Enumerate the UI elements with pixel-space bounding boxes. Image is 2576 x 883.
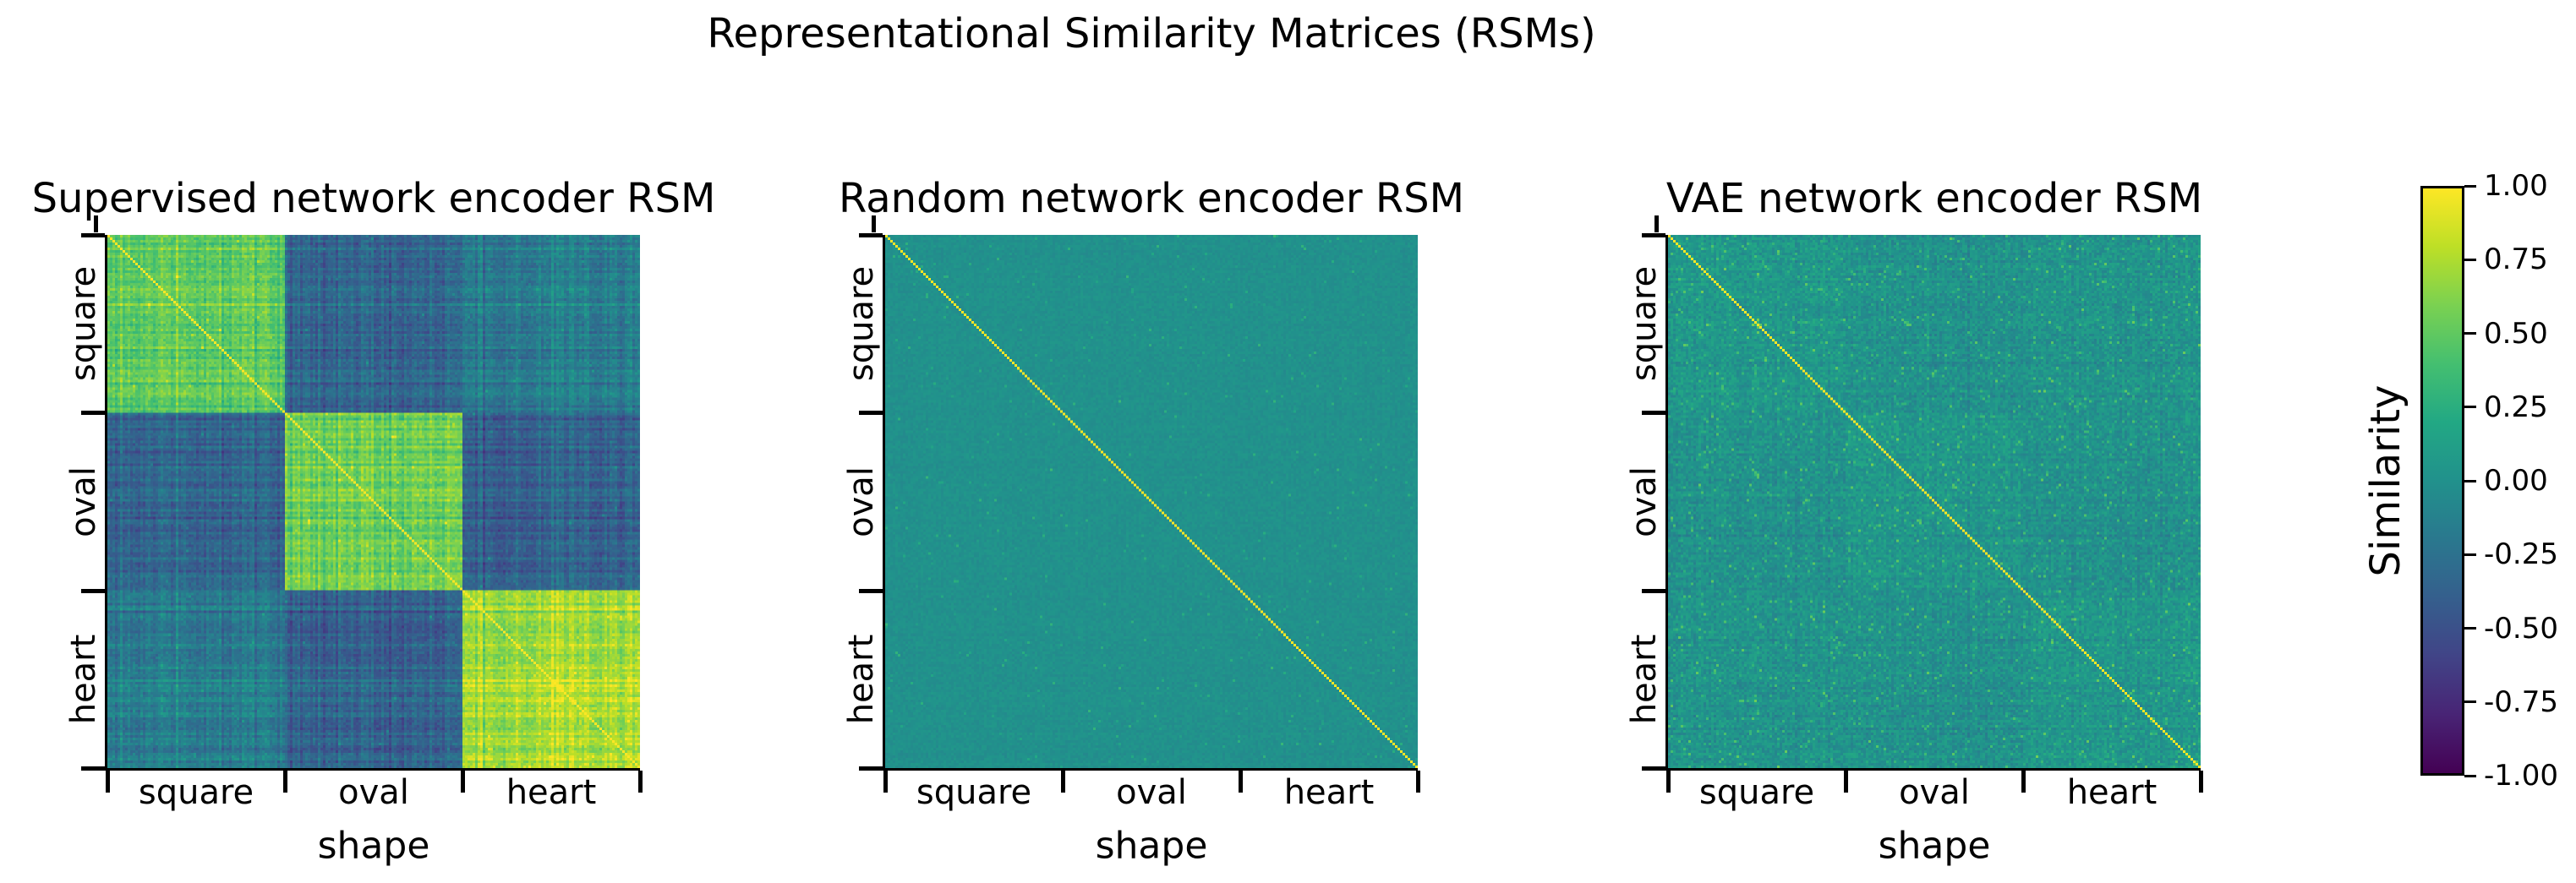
y-axis-tick [859,588,883,593]
colorbar-tick [2464,700,2476,704]
x-axis-label: shape [317,824,430,868]
x-axis-tick [1665,771,1671,793]
y-axis-tick [859,232,883,237]
x-tick-label-heart: heart [1283,773,1375,812]
y-tick-label-heart: heart [842,634,881,725]
colorbar-tick-label: 0.25 [2484,390,2548,424]
x-axis-tick [2021,771,2026,793]
panel-title: Supervised network encoder RSM [31,175,716,222]
y-axis-tick [81,410,105,415]
colorbar-tick [2464,774,2476,777]
colorbar-tick-label: 0.75 [2484,243,2548,277]
y-axis-tick [81,232,105,237]
x-axis-tick [282,771,287,793]
x-tick-label-square: square [916,773,1032,812]
y-axis-tick [1642,766,1665,771]
y-tick-label-heart: heart [64,634,103,725]
x-axis-tick [1843,771,1848,793]
colorbar-tick-label: 0.50 [2484,316,2548,351]
y-axis-tick [1642,410,1665,415]
y-tick-label-square: square [842,265,881,382]
y-tick-label-oval: oval [1625,466,1664,537]
x-axis-label: shape [1878,824,1991,868]
x-tick-label-oval: oval [338,773,409,812]
colorbar-tick-label: 0.00 [2484,464,2548,498]
x-axis-tick [2198,771,2203,793]
y-axis-tick [81,588,105,593]
colorbar-tick-label: -0.50 [2484,611,2558,646]
y-tick-label-heart: heart [1625,634,1664,725]
y-tick-label-oval: oval [64,466,103,537]
x-axis-tick [460,771,465,793]
heatmap-random [885,235,1418,768]
heatmap-supervised [107,235,640,768]
heatmap-vae [1668,235,2201,768]
x-tick-label-heart: heart [2066,773,2158,812]
colorbar-tick [2464,479,2476,482]
x-axis-tick [105,771,110,793]
colorbar-tick [2464,553,2476,556]
colorbar-tick [2464,627,2476,630]
colorbar-tick-label: -1.00 [2484,759,2558,793]
y-axis-spine [1665,235,1668,771]
colorbar-label: Similarity [2362,384,2409,577]
y-tick-label-oval: oval [842,466,881,537]
panel-title: VAE network encoder RSM [1665,175,2203,222]
x-axis-spine [105,768,640,771]
colorbar-tick [2464,406,2476,409]
x-axis-tick [637,771,643,793]
y-tick-label-square: square [1625,265,1664,382]
colorbar-tick-label: -0.75 [2484,684,2558,719]
x-axis-tick [1060,771,1065,793]
x-axis-spine [1665,768,2201,771]
x-tick-label-square: square [1698,773,1815,812]
x-axis-spine [883,768,1418,771]
y-axis-tick [859,410,883,415]
x-tick-label-oval: oval [1899,773,1970,812]
y-axis-corner-tick [872,215,876,232]
y-axis-corner-tick [94,215,98,232]
y-axis-tick [1642,232,1665,237]
y-axis-tick [1642,588,1665,593]
y-axis-corner-tick [1654,215,1659,232]
colorbar-tick [2464,332,2476,335]
y-axis-tick [81,766,105,771]
y-tick-label-square: square [64,265,103,382]
panel-title: Random network encoder RSM [838,175,1465,222]
y-axis-tick [859,766,883,771]
x-axis-tick [1238,771,1243,793]
x-axis-tick [1415,771,1420,793]
colorbar-tick-label: -0.25 [2484,537,2558,572]
x-tick-label-square: square [138,773,254,812]
y-axis-spine [883,235,885,771]
figure-title: Representational Similarity Matrices (RS… [707,10,1596,57]
x-tick-label-heart: heart [506,773,597,812]
y-axis-spine [105,235,107,771]
colorbar [2420,186,2464,776]
x-tick-label-oval: oval [1116,773,1187,812]
colorbar-tick-label: 1.00 [2484,169,2548,203]
x-axis-label: shape [1095,824,1208,868]
colorbar-tick [2464,184,2476,188]
colorbar-tick [2464,258,2476,261]
x-axis-tick [883,771,888,793]
